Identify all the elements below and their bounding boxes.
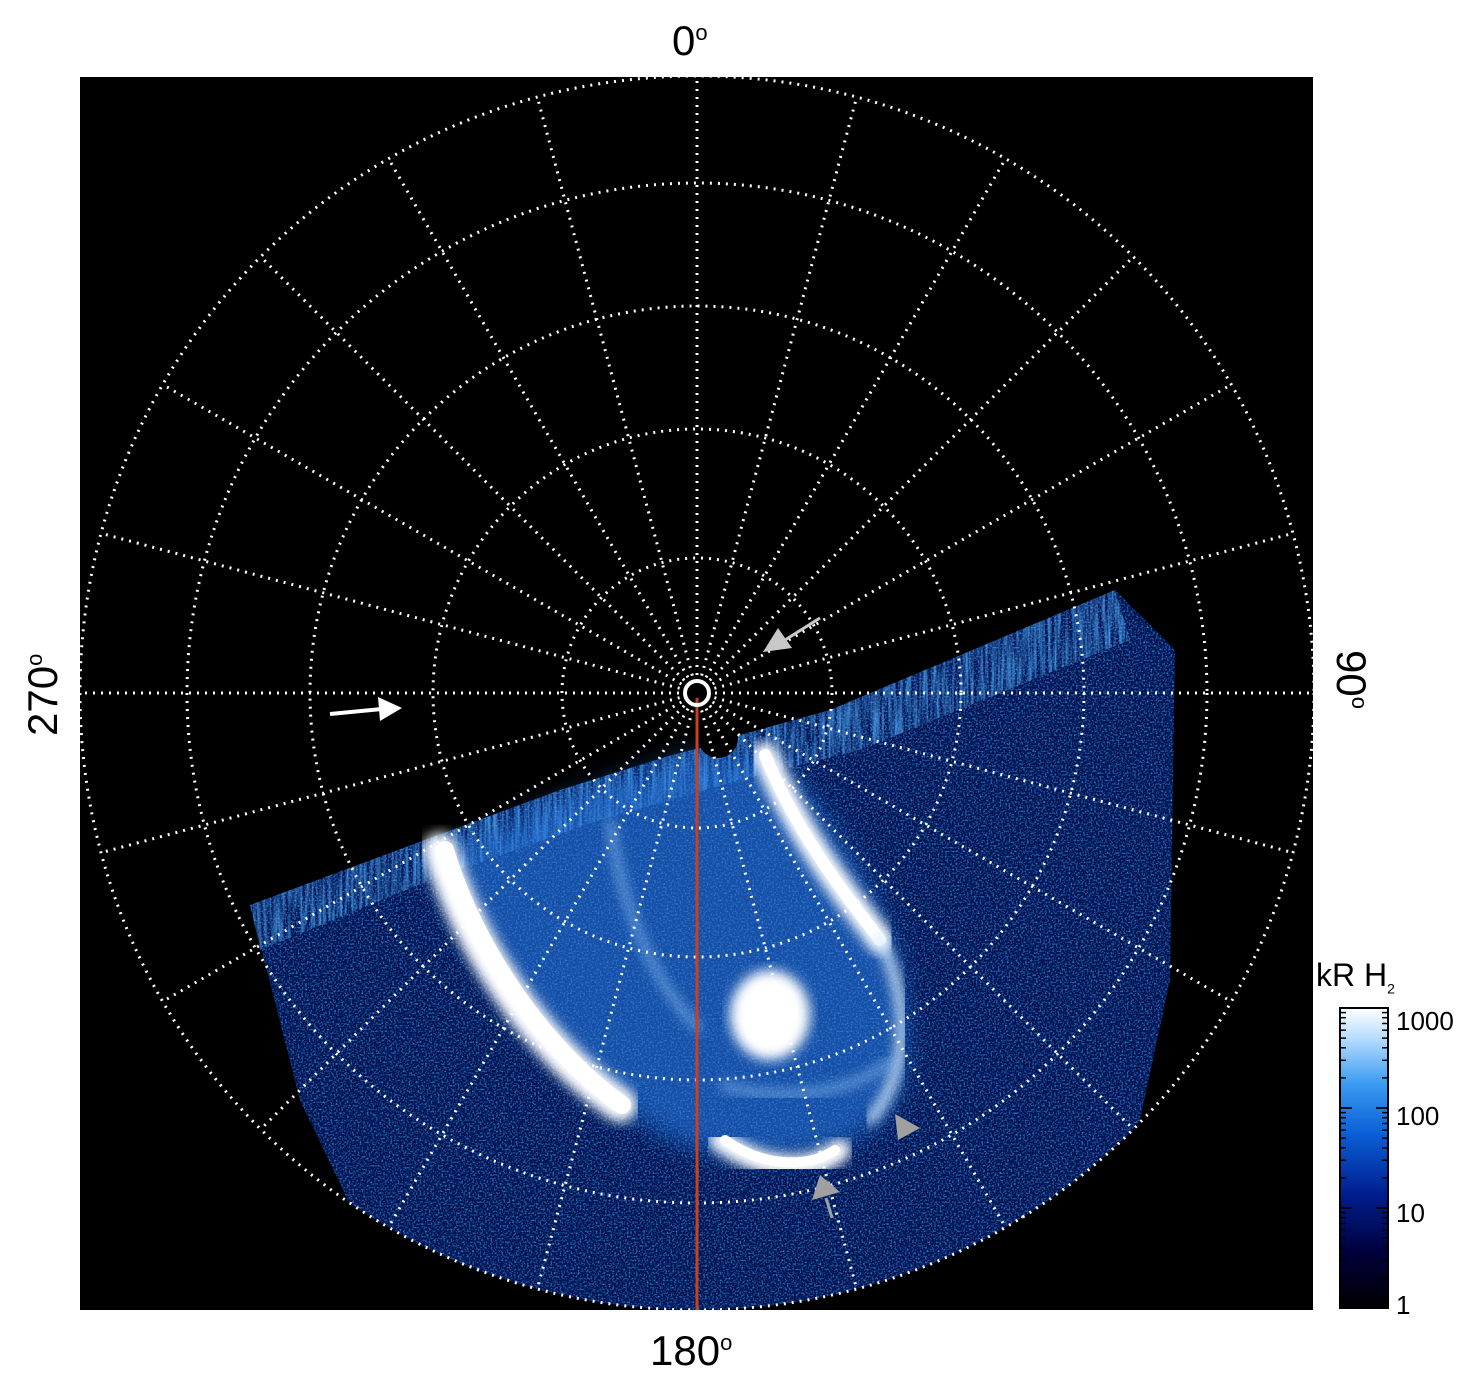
grey-arrow-bottom bbox=[812, 1175, 840, 1219]
colorbar-tick-1: 1 bbox=[1396, 1290, 1411, 1320]
white-arrow bbox=[329, 697, 402, 721]
grey-arrow-right bbox=[895, 1114, 920, 1140]
colorbar-tick-1000: 1000 bbox=[1396, 1006, 1454, 1036]
colorbar-title: kR H2 bbox=[1316, 957, 1395, 997]
colorbar-tick-10: 10 bbox=[1396, 1198, 1425, 1228]
observed-region bbox=[250, 590, 1175, 1310]
longitude-label-180: 180o bbox=[650, 1327, 733, 1374]
colorbar bbox=[1339, 1007, 1389, 1309]
colorbar-tick-100: 100 bbox=[1396, 1101, 1440, 1131]
grey-arrow-upper bbox=[763, 616, 821, 652]
pole-marker bbox=[683, 679, 711, 707]
longitude-label-0: 0o bbox=[672, 17, 708, 64]
